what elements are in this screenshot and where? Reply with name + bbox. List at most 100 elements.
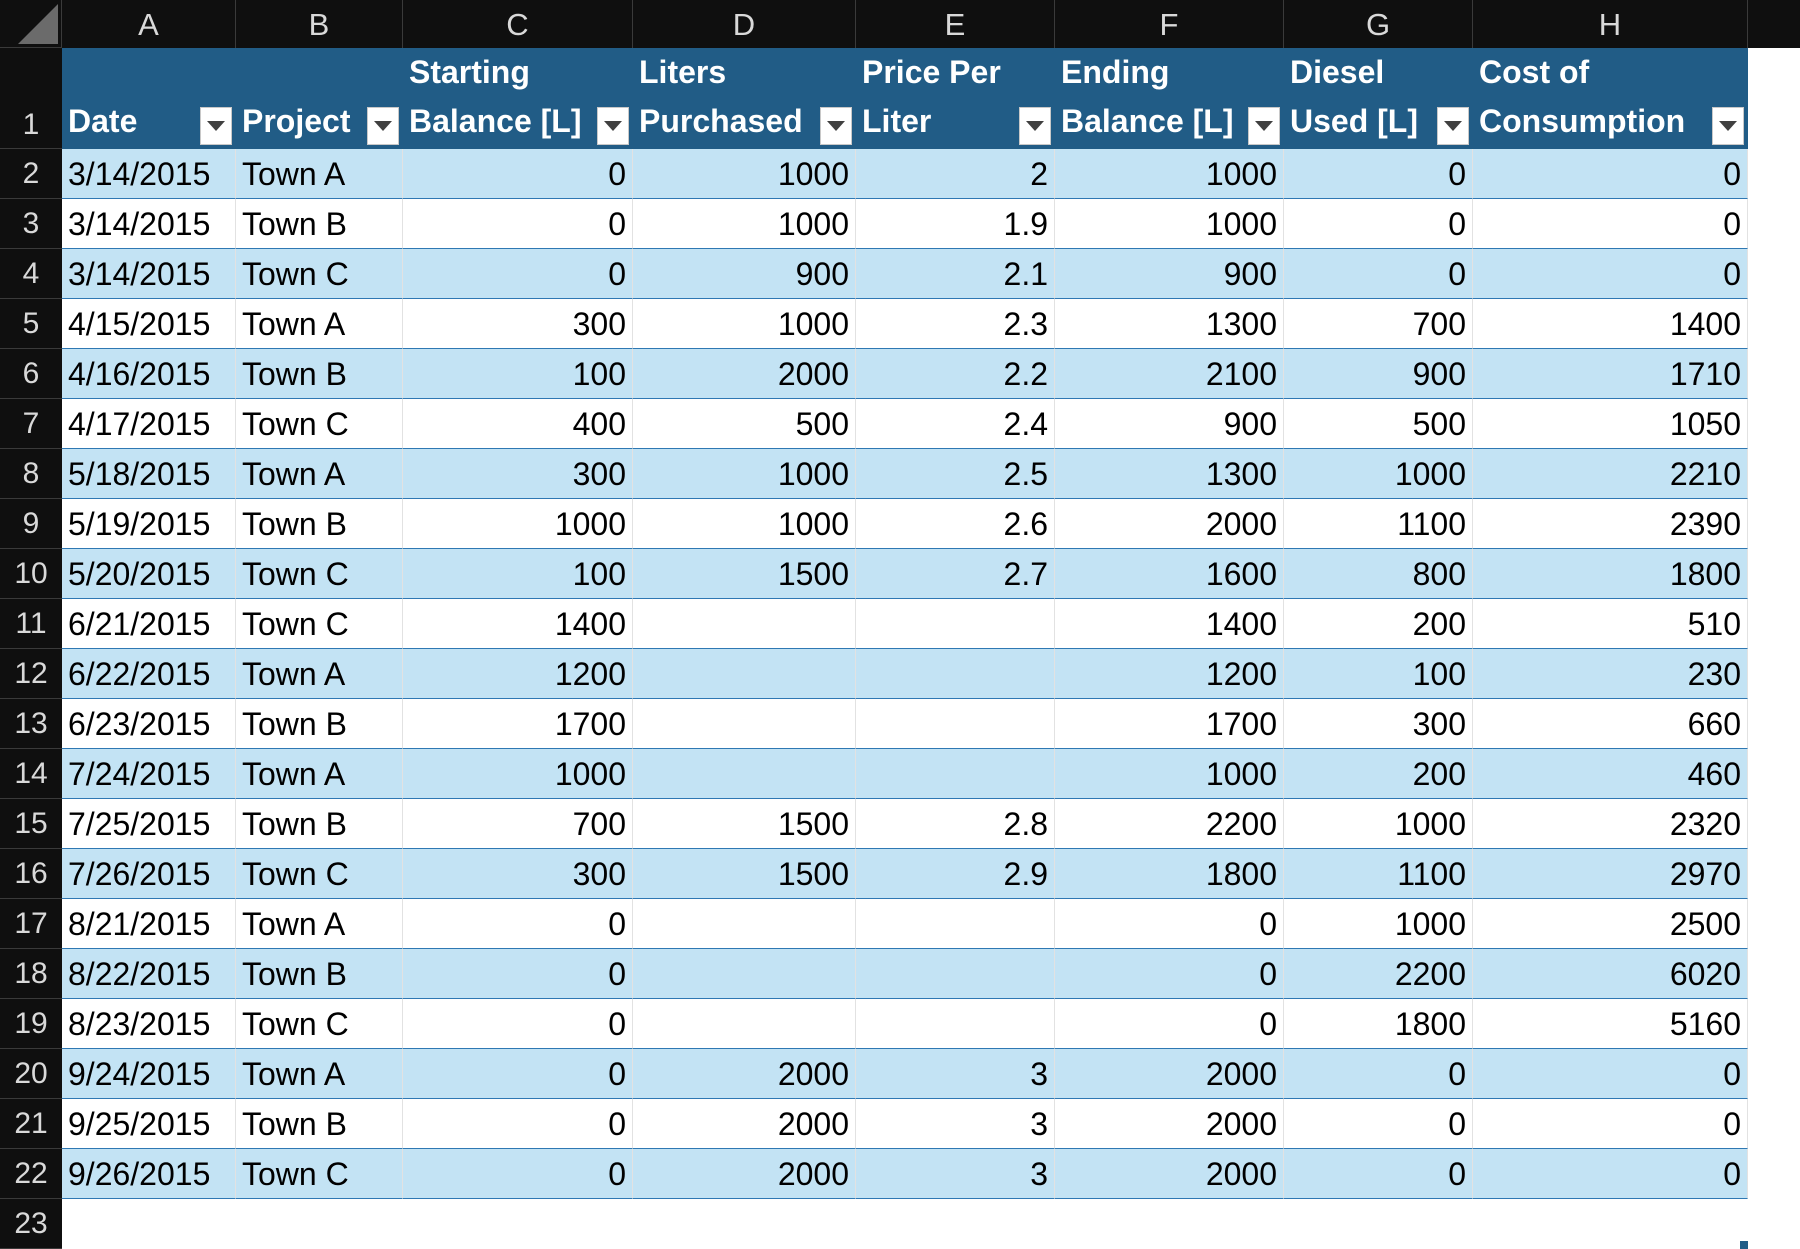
table-cell[interactable]: 1000 xyxy=(633,299,856,349)
table-cell[interactable]: 1500 xyxy=(633,799,856,849)
table-cell[interactable]: 300 xyxy=(403,449,633,499)
column-header-c[interactable]: C xyxy=(403,0,633,48)
table-cell[interactable]: 0 xyxy=(403,199,633,249)
table-cell[interactable]: 6020 xyxy=(1473,949,1748,999)
table-cell[interactable]: 2000 xyxy=(1055,499,1284,549)
table-cell[interactable]: 2 xyxy=(856,149,1055,199)
table-cell[interactable]: 0 xyxy=(403,149,633,199)
table-cell[interactable]: Town C xyxy=(236,249,403,299)
table-cell[interactable]: 1600 xyxy=(1055,549,1284,599)
table-cell[interactable]: 1400 xyxy=(1055,599,1284,649)
table-cell[interactable]: Town B xyxy=(236,949,403,999)
filter-dropdown-icon[interactable] xyxy=(1712,107,1744,145)
table-cell[interactable]: Town A xyxy=(236,1049,403,1099)
table-cell[interactable]: 0 xyxy=(1284,1049,1473,1099)
table-cell[interactable]: Town A xyxy=(236,899,403,949)
row-header-5[interactable]: 5 xyxy=(0,299,62,349)
table-cell[interactable]: Town B xyxy=(236,499,403,549)
table-cell[interactable]: 900 xyxy=(1055,399,1284,449)
table-cell[interactable]: 0 xyxy=(1055,899,1284,949)
table-cell[interactable]: Town B xyxy=(236,699,403,749)
table-cell[interactable]: Town B xyxy=(236,349,403,399)
table-cell[interactable]: 9/24/2015 xyxy=(62,1049,236,1099)
table-cell[interactable]: 8/22/2015 xyxy=(62,949,236,999)
table-cell[interactable]: 200 xyxy=(1284,749,1473,799)
table-cell[interactable]: 4/16/2015 xyxy=(62,349,236,399)
table-cell[interactable]: 0 xyxy=(1055,999,1284,1049)
row-header-21[interactable]: 21 xyxy=(0,1099,62,1149)
table-cell[interactable]: 1000 xyxy=(1284,449,1473,499)
table-cell[interactable]: 2320 xyxy=(1473,799,1748,849)
table-cell[interactable]: 1000 xyxy=(1284,799,1473,849)
table-cell[interactable]: 8/21/2015 xyxy=(62,899,236,949)
row-header-8[interactable]: 8 xyxy=(0,449,62,499)
table-cell[interactable]: 1000 xyxy=(403,499,633,549)
table-cell[interactable]: 510 xyxy=(1473,599,1748,649)
table-header-2[interactable]: Starting Balance [L] xyxy=(403,48,633,149)
table-cell[interactable]: 1200 xyxy=(1055,649,1284,699)
table-cell[interactable]: Town A xyxy=(236,149,403,199)
table-cell[interactable]: 0 xyxy=(1473,1099,1748,1149)
table-cell[interactable]: 1800 xyxy=(1055,849,1284,899)
table-cell[interactable]: 7/24/2015 xyxy=(62,749,236,799)
select-all-corner[interactable] xyxy=(0,0,62,48)
table-cell[interactable]: 500 xyxy=(633,399,856,449)
row-header-19[interactable]: 19 xyxy=(0,999,62,1049)
row-header-17[interactable]: 17 xyxy=(0,899,62,949)
table-cell[interactable]: 3/14/2015 xyxy=(62,199,236,249)
table-cell[interactable]: 0 xyxy=(1284,249,1473,299)
table-cell[interactable]: 2500 xyxy=(1473,899,1748,949)
table-cell[interactable] xyxy=(856,649,1055,699)
table-cell[interactable]: 7/26/2015 xyxy=(62,849,236,899)
table-cell[interactable]: 0 xyxy=(1473,1149,1748,1199)
table-cell[interactable]: 0 xyxy=(1284,1099,1473,1149)
row-header-3[interactable]: 3 xyxy=(0,199,62,249)
table-cell[interactable]: 2100 xyxy=(1055,349,1284,399)
table-cell[interactable]: 6/22/2015 xyxy=(62,649,236,699)
table-cell[interactable]: 900 xyxy=(1284,349,1473,399)
table-cell[interactable]: 1100 xyxy=(1284,499,1473,549)
table-cell[interactable] xyxy=(856,699,1055,749)
table-cell[interactable]: 0 xyxy=(1473,1049,1748,1099)
table-cell[interactable]: Town A xyxy=(236,449,403,499)
table-cell[interactable] xyxy=(633,949,856,999)
table-cell[interactable] xyxy=(633,899,856,949)
row-header-15[interactable]: 15 xyxy=(0,799,62,849)
table-cell[interactable]: Town C xyxy=(236,1149,403,1199)
table-cell[interactable]: 2000 xyxy=(1055,1099,1284,1149)
column-header-b[interactable]: B xyxy=(236,0,403,48)
table-cell[interactable]: 200 xyxy=(1284,599,1473,649)
table-cell[interactable] xyxy=(856,899,1055,949)
table-cell[interactable]: 2000 xyxy=(1055,1049,1284,1099)
table-cell[interactable]: 2000 xyxy=(633,1099,856,1149)
table-cell[interactable]: 3/14/2015 xyxy=(62,249,236,299)
table-cell[interactable]: 400 xyxy=(403,399,633,449)
column-header-a[interactable]: A xyxy=(62,0,236,48)
table-cell[interactable]: Town C xyxy=(236,399,403,449)
table-cell[interactable]: 300 xyxy=(403,299,633,349)
table-cell[interactable]: 0 xyxy=(1284,149,1473,199)
table-header-5[interactable]: Ending Balance [L] xyxy=(1055,48,1284,149)
row-header-22[interactable]: 22 xyxy=(0,1149,62,1199)
table-cell[interactable]: 5160 xyxy=(1473,999,1748,1049)
table-cell[interactable]: 4/17/2015 xyxy=(62,399,236,449)
row-header-23[interactable]: 23 xyxy=(0,1199,62,1249)
table-cell[interactable]: 2970 xyxy=(1473,849,1748,899)
filter-dropdown-icon[interactable] xyxy=(1019,107,1051,145)
row-header-4[interactable]: 4 xyxy=(0,249,62,299)
table-cell[interactable]: 2000 xyxy=(1055,1149,1284,1199)
table-header-1[interactable]: Project xyxy=(236,48,403,149)
table-cell[interactable]: 100 xyxy=(403,549,633,599)
table-resize-handle[interactable] xyxy=(1740,1241,1748,1249)
table-cell[interactable] xyxy=(856,749,1055,799)
row-header-12[interactable]: 12 xyxy=(0,649,62,699)
table-cell[interactable]: 1000 xyxy=(403,749,633,799)
table-cell[interactable]: 300 xyxy=(403,849,633,899)
table-cell[interactable]: 0 xyxy=(1473,199,1748,249)
filter-dropdown-icon[interactable] xyxy=(200,107,232,145)
table-cell[interactable] xyxy=(856,999,1055,1049)
filter-dropdown-icon[interactable] xyxy=(1248,107,1280,145)
table-cell[interactable]: 1300 xyxy=(1055,449,1284,499)
table-cell[interactable]: 460 xyxy=(1473,749,1748,799)
table-cell[interactable]: 700 xyxy=(403,799,633,849)
